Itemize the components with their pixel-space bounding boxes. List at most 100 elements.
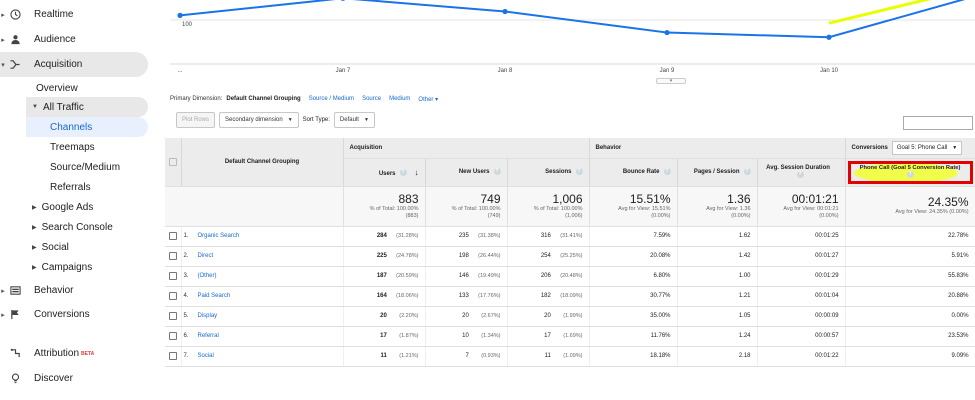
- flag-icon: [8, 308, 22, 322]
- users-column-header[interactable]: Users? ↓: [343, 157, 426, 187]
- sidebar-item-all-traffic[interactable]: ▼ All Traffic: [26, 97, 148, 117]
- plot-rows-button[interactable]: Plot Rows: [176, 112, 216, 128]
- avg-duration-cell: 00:01:04: [757, 286, 846, 307]
- users-cell: 164 (18.06%): [343, 286, 426, 307]
- sidebar-item-campaigns[interactable]: ▶ Campaigns: [32, 261, 93, 273]
- new-users-cell: 133 (17.76%): [425, 286, 508, 307]
- bounce-rate-column-header[interactable]: Bounce Rate?: [589, 157, 678, 187]
- sessions-cell: 206 (20.48%): [507, 266, 590, 287]
- sidebar-item-google-ads[interactable]: ▶ Google Ads: [32, 201, 94, 213]
- sidebar-item-behavior[interactable]: ▸ Behavior: [0, 278, 73, 303]
- lightbulb-icon: [8, 372, 22, 386]
- sidebar-item-acquisition[interactable]: ▾ Acquisition: [0, 52, 148, 77]
- avg-session-duration-column-header[interactable]: Avg. Session Duration?: [757, 157, 846, 187]
- dimension-link-source-medium[interactable]: Source / Medium: [308, 96, 355, 102]
- help-icon[interactable]: ?: [399, 169, 407, 177]
- sidebar-item-channels[interactable]: Channels: [26, 117, 148, 137]
- goal-conversion-rate-column-header[interactable]: Phone Call (Goal 5 Conversion Rate)?: [845, 157, 975, 187]
- secondary-dimension-select[interactable]: Secondary dimension ▼: [219, 112, 299, 128]
- select-all-checkbox[interactable]: [168, 157, 177, 166]
- red-highlight-box: [847, 160, 973, 184]
- dimension-link-other[interactable]: Other ▾: [418, 97, 439, 103]
- sidebar-item-conversions[interactable]: ▸ Conversions: [0, 302, 89, 327]
- sidebar-item-label: Acquisition: [34, 59, 83, 70]
- caret-right-icon: ▸: [1, 287, 5, 295]
- sort-type-select[interactable]: Default ▼: [333, 112, 375, 128]
- avg-duration-cell: 00:01:27: [757, 246, 846, 267]
- row-checkbox[interactable]: [168, 232, 177, 240]
- new-users-cell: 146 (19.49%): [425, 266, 508, 287]
- dimension-link-medium[interactable]: Medium: [389, 96, 411, 102]
- sessions-cell: 182 (18.09%): [507, 286, 590, 307]
- avg-duration-cell: 00:01:25: [757, 226, 846, 247]
- chart-series-line: [179, 0, 966, 39]
- goal-rate-cell: 9.09%: [845, 346, 975, 367]
- bounce-rate-cell: 18.18%: [589, 346, 678, 367]
- chart-data-point[interactable]: [826, 34, 832, 40]
- chart-data-point[interactable]: [664, 29, 670, 36]
- goal-rate-cell: 5.91%: [845, 246, 975, 267]
- sidebar-item-search-console[interactable]: ▶ Search Console: [32, 221, 113, 233]
- sidebar-item-social[interactable]: ▶ Social: [32, 241, 69, 253]
- row-checkbox[interactable]: [168, 312, 177, 320]
- primary-dimension-current: Default Channel Grouping: [226, 96, 301, 102]
- row-checkbox[interactable]: [168, 252, 177, 260]
- channel-link[interactable]: (Other): [197, 273, 217, 279]
- sidebar-item-overview[interactable]: Overview: [36, 82, 78, 94]
- chart-resize-handle[interactable]: ▾: [656, 78, 686, 84]
- chart-x-tick: Jan 8: [497, 68, 513, 74]
- users-cell: 20 (2.20%): [343, 306, 426, 327]
- chart-data-point[interactable]: [177, 12, 183, 18]
- chart-data-point[interactable]: [502, 8, 508, 15]
- dimension-column-header[interactable]: Default Channel Grouping: [181, 138, 344, 187]
- row-number: 1.: [183, 233, 189, 239]
- dimension-link-source[interactable]: Source: [362, 96, 382, 102]
- sidebar-item-realtime[interactable]: ▸ Realtime: [0, 2, 73, 27]
- sidebar-item-source-medium[interactable]: Source/Medium: [50, 161, 121, 173]
- row-checkbox[interactable]: [168, 332, 177, 340]
- sidebar-item-attribution[interactable]: Attribution BETA: [0, 341, 94, 366]
- help-icon[interactable]: ?: [796, 171, 804, 179]
- pages-session-column-header[interactable]: Pages / Session?: [677, 157, 758, 187]
- channel-link[interactable]: Paid Search: [197, 293, 231, 299]
- goal-rate-cell: 22.78%: [845, 226, 975, 247]
- channel-link[interactable]: Social: [197, 353, 214, 359]
- chart-x-tick: Jan 10: [819, 68, 839, 74]
- sidebar-item-referrals[interactable]: Referrals: [50, 181, 91, 193]
- row-number: 5.: [183, 313, 189, 319]
- help-icon[interactable]: ?: [906, 171, 914, 179]
- sidebar-item-treemaps[interactable]: Treemaps: [50, 141, 95, 153]
- sidebar-item-audience[interactable]: ▸ Audience: [0, 27, 75, 52]
- pages-session-cell: 1.05: [677, 306, 758, 327]
- new-users-column-header[interactable]: New Users?: [425, 157, 508, 187]
- attribution-icon: [8, 347, 22, 361]
- totals-row: 883% of Total: 100.00% (883) 749% of Tota…: [165, 186, 975, 227]
- help-icon[interactable]: ?: [663, 168, 671, 176]
- channel-link[interactable]: Referral: [197, 333, 219, 339]
- channel-link[interactable]: Display: [197, 313, 218, 319]
- goal-select[interactable]: Goal 5: Phone Call ▼: [891, 140, 963, 155]
- help-icon[interactable]: ?: [493, 168, 501, 176]
- goal-rate-cell: 20.88%: [845, 286, 975, 307]
- row-checkbox[interactable]: [168, 292, 177, 300]
- help-icon[interactable]: ?: [575, 168, 583, 176]
- row-checkbox[interactable]: [168, 272, 177, 280]
- pages-session-cell: 1.42: [677, 246, 758, 267]
- new-users-cell: 20 (2.67%): [425, 306, 508, 327]
- triangle-right-icon: ▶: [32, 244, 37, 251]
- channel-link[interactable]: Organic Search: [197, 233, 240, 239]
- new-users-cell: 235 (31.38%): [425, 226, 508, 247]
- sessions-column-header[interactable]: Sessions?: [507, 157, 590, 187]
- help-icon[interactable]: ?: [743, 168, 751, 176]
- triangle-right-icon: ▶: [32, 264, 37, 271]
- sort-type-label: Sort Type:: [302, 117, 330, 123]
- channel-link[interactable]: Direct: [197, 253, 214, 259]
- table-search-input[interactable]: [903, 116, 973, 130]
- behavior-group-header: Behavior: [589, 138, 846, 159]
- sort-descending-icon: ↓: [414, 167, 419, 177]
- table-controls: Plot Rows Secondary dimension ▼ Sort Typ…: [176, 112, 375, 128]
- chart-data-point[interactable]: [340, 0, 345, 1]
- bounce-rate-cell: 20.08%: [589, 246, 678, 267]
- row-checkbox[interactable]: [168, 352, 177, 360]
- sidebar-item-discover[interactable]: Discover: [0, 366, 73, 391]
